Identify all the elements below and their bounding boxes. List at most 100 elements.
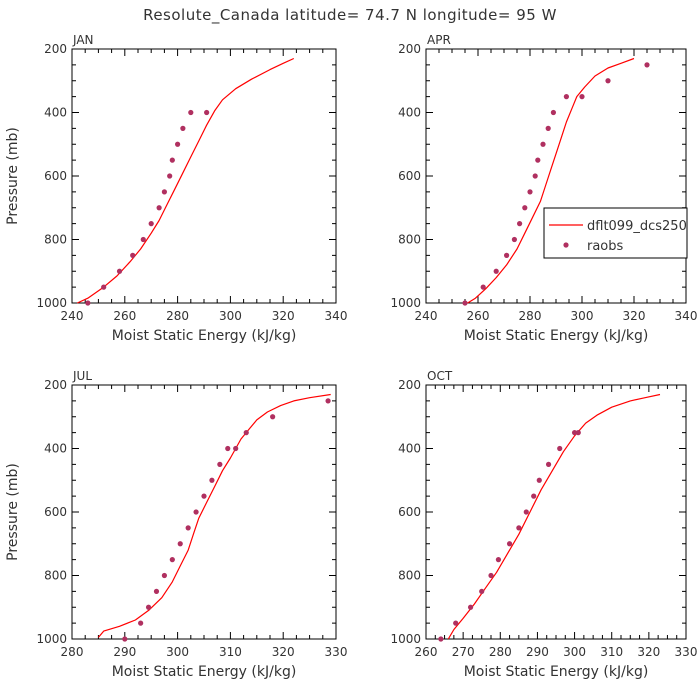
x-tick-label: 280 [166,309,189,323]
x-tick-label: 300 [166,645,189,659]
data-point-raobs [201,493,207,499]
data-point-raobs [130,252,136,258]
x-tick-label: 300 [563,645,586,659]
x-tick-label: 320 [623,309,646,323]
panel-jan: JAN 240 260 280 300 320 340 200 400 600 800 1000 Moi… [5,33,347,344]
y-axis-label: Pressure (mb) [5,127,21,225]
plot-frame [425,384,687,640]
panel-jul: JUL 280 290 300 310 320 330 200 400 600 800 1000 Moi… [5,369,347,680]
x-tick-label: 310 [219,645,242,659]
data-point-raobs [169,557,175,563]
series-line-model [467,57,635,304]
y-tick-label: 400 [398,442,421,456]
y-tick-label: 800 [398,569,421,583]
legend-marker-swatch [563,242,569,248]
data-point-raobs [101,284,107,290]
data-point-raobs [545,461,552,467]
data-point-raobs [122,636,128,642]
y-tick-label: 200 [44,42,67,56]
data-point-raobs [138,620,144,626]
data-point-raobs [527,189,533,195]
data-point-raobs [523,509,529,515]
y-tick-label: 200 [44,378,67,392]
data-point-raobs [167,173,173,179]
data-point-raobs [204,109,210,116]
x-tick-label: 300 [219,309,242,323]
figure-title: Resolute_Canada latitude= 74.7 N longitu… [143,6,557,25]
data-point-raobs [175,141,181,147]
x-tick-label: 240 [61,309,84,323]
x-axis-label: Moist Static Energy (kJ/kg) [464,328,649,344]
data-point-raobs [225,445,231,452]
x-tick-label: 320 [272,645,295,659]
chart-panels: JAN 240 260 280 300 320 340 200 400 600 800 1000 Moi… [5,33,697,680]
x-tick-label: 270 [452,645,475,659]
panel-label: JUL [72,369,92,383]
data-point-raobs [467,604,474,610]
y-axis-label: Pressure (mb) [5,463,21,561]
plot-frame [71,48,337,304]
data-point-raobs [161,189,167,195]
panel-label: APR [427,33,451,47]
x-axis-label: Moist Static Energy (kJ/kg) [112,328,297,344]
data-point-raobs [550,109,557,116]
y-tick-label: 400 [398,106,421,120]
y-tick-label: 600 [398,505,421,519]
y-tick-label: 800 [44,233,67,247]
data-point-raobs [545,125,551,131]
data-point-raobs [217,461,223,467]
x-tick-label: 290 [113,645,136,659]
data-point-raobs [148,221,154,227]
data-point-raobs [540,141,546,147]
data-point-raobs [522,205,528,211]
plot-frame [71,384,337,640]
data-point-raobs [453,620,459,626]
data-point-raobs [169,157,175,163]
y-tick-label: 400 [44,106,67,120]
y-tick-label: 200 [398,42,421,56]
x-tick-label: 320 [272,309,295,323]
y-tick-label: 800 [44,569,67,583]
data-point-raobs [579,94,585,100]
y-tick-label: 400 [44,442,67,456]
x-tick-label: 320 [637,645,660,659]
panel-label: JAN [72,33,94,47]
data-point-raobs [531,493,537,499]
data-point-raobs [644,62,650,68]
y-tick-label: 600 [44,505,67,519]
x-tick-label: 330 [325,645,348,659]
y-tick-label: 1000 [36,296,67,310]
legend-box [543,207,688,259]
x-tick-label: 240 [415,309,438,323]
series-line-model [447,393,661,640]
x-tick-label: 330 [675,645,698,659]
y-tick-label: 800 [398,233,421,247]
data-point-raobs [571,430,578,436]
x-axis-label: Moist Static Energy (kJ/kg) [112,664,297,680]
data-point-raobs [575,430,581,436]
data-point-raobs [161,572,167,579]
data-point-raobs [480,284,486,290]
plot-frame [425,48,687,304]
data-point-raobs [270,414,276,420]
x-axis-label: Moist Static Energy (kJ/kg) [464,664,649,680]
data-point-raobs [495,557,502,563]
data-point-raobs [493,268,499,274]
data-point-raobs [479,588,485,594]
panel-oct: OCT 260 270 280 290 300 310 320 330 200 400 600 800 1… [390,369,697,680]
data-point-raobs [563,94,570,100]
y-tick-label: 1000 [36,632,67,646]
series-line-model [77,57,295,304]
data-point-raobs [557,445,563,452]
data-point-raobs [153,588,160,594]
x-tick-label: 290 [526,645,549,659]
panel-label: OCT [427,369,453,383]
x-tick-label: 300 [571,309,594,323]
x-tick-label: 310 [600,645,623,659]
data-point-raobs [233,445,239,452]
data-point-raobs [516,525,522,531]
x-tick-label: 280 [61,645,84,659]
x-tick-label: 260 [467,309,490,323]
x-tick-label: 340 [675,309,698,323]
